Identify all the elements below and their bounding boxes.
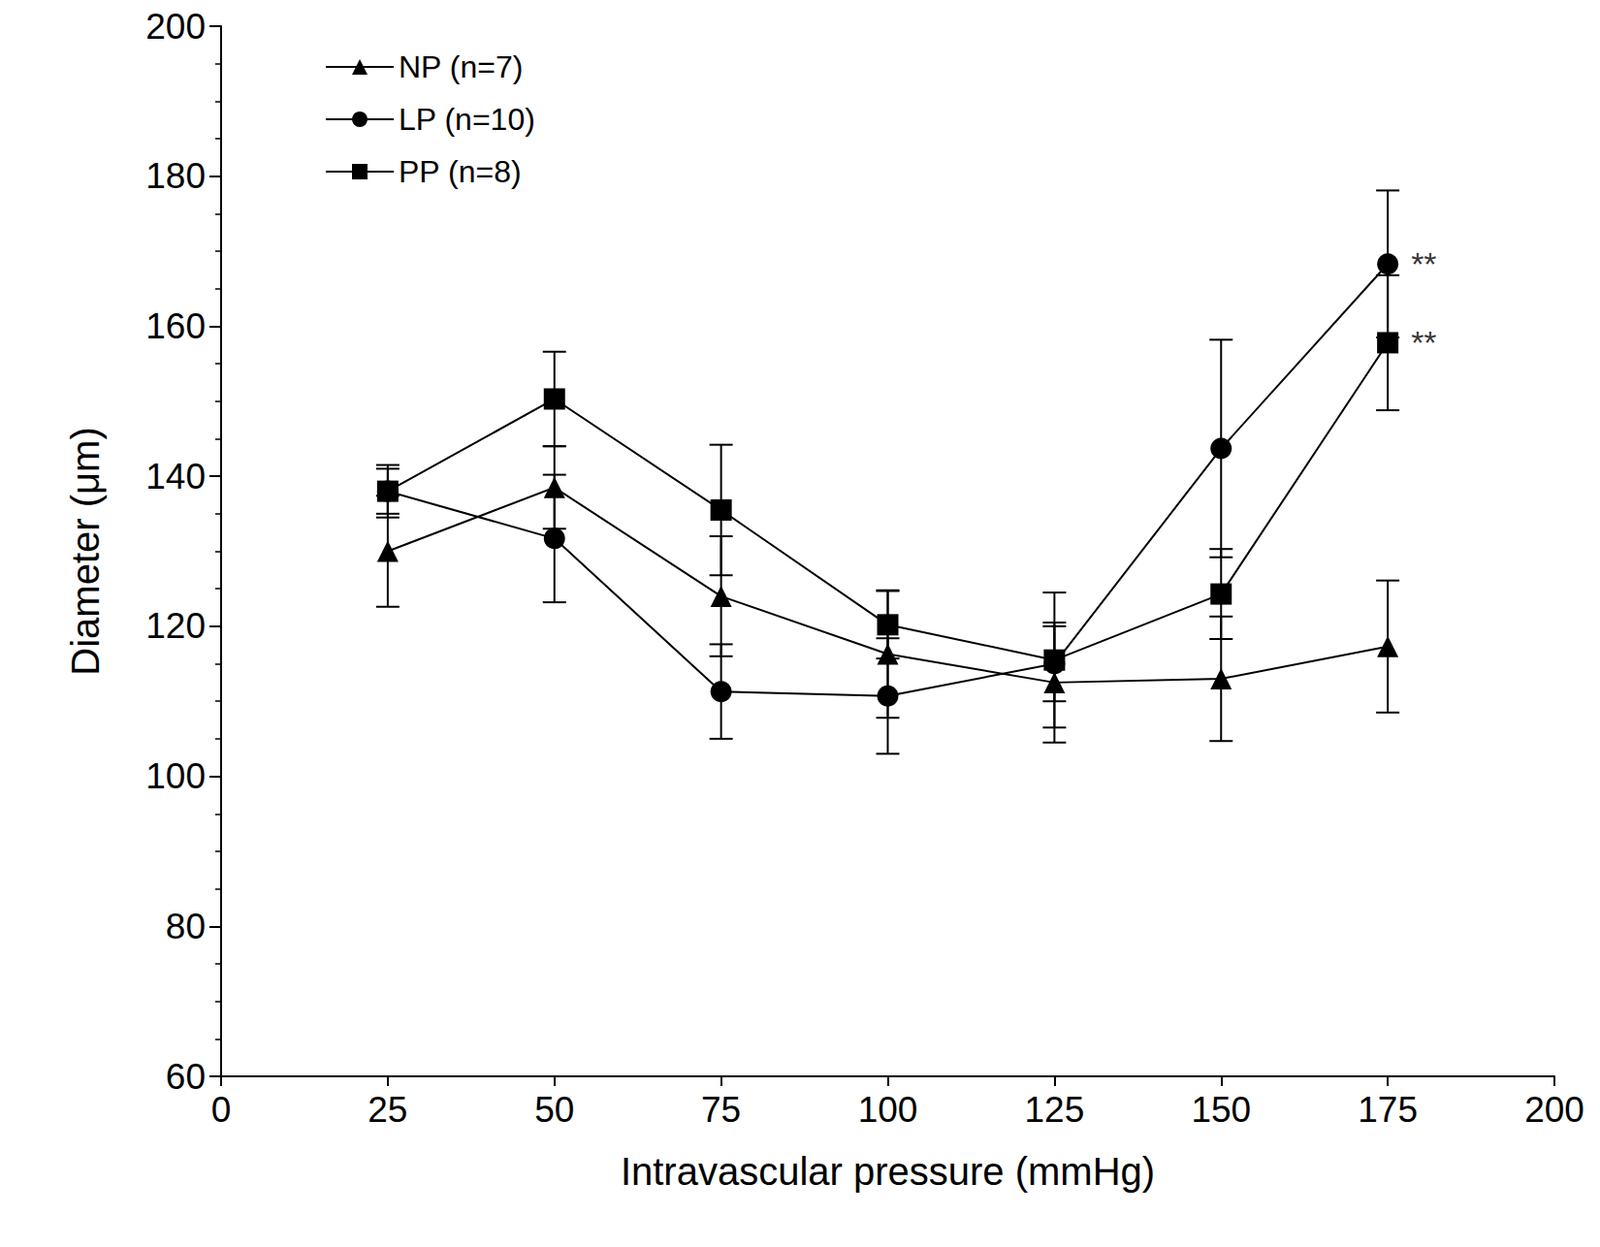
svg-text:Diameter (μm): Diameter (μm) [64, 426, 107, 675]
svg-text:175: 175 [1357, 1089, 1418, 1130]
svg-text:120: 120 [145, 606, 206, 646]
svg-text:**: ** [1410, 245, 1437, 283]
svg-text:180: 180 [145, 156, 206, 196]
svg-text:200: 200 [145, 6, 206, 47]
svg-text:LP (n=10): LP (n=10) [398, 101, 536, 137]
svg-text:60: 60 [165, 1056, 206, 1097]
svg-text:100: 100 [858, 1089, 919, 1130]
svg-text:PP (n=8): PP (n=8) [398, 154, 522, 190]
svg-text:75: 75 [701, 1089, 741, 1130]
svg-text:140: 140 [145, 456, 206, 497]
svg-text:0: 0 [211, 1089, 232, 1130]
svg-text:125: 125 [1024, 1089, 1086, 1130]
svg-text:100: 100 [145, 756, 206, 797]
svg-text:80: 80 [165, 906, 206, 947]
svg-text:150: 150 [1190, 1089, 1251, 1130]
svg-text:50: 50 [534, 1089, 575, 1130]
svg-text:NP (n=7): NP (n=7) [398, 49, 523, 85]
svg-text:200: 200 [1524, 1089, 1585, 1130]
svg-text:160: 160 [145, 306, 206, 347]
svg-text:**: ** [1410, 323, 1437, 361]
svg-text:Intravascular pressure (mmHg): Intravascular pressure (mmHg) [620, 1150, 1155, 1193]
svg-text:25: 25 [367, 1089, 408, 1130]
